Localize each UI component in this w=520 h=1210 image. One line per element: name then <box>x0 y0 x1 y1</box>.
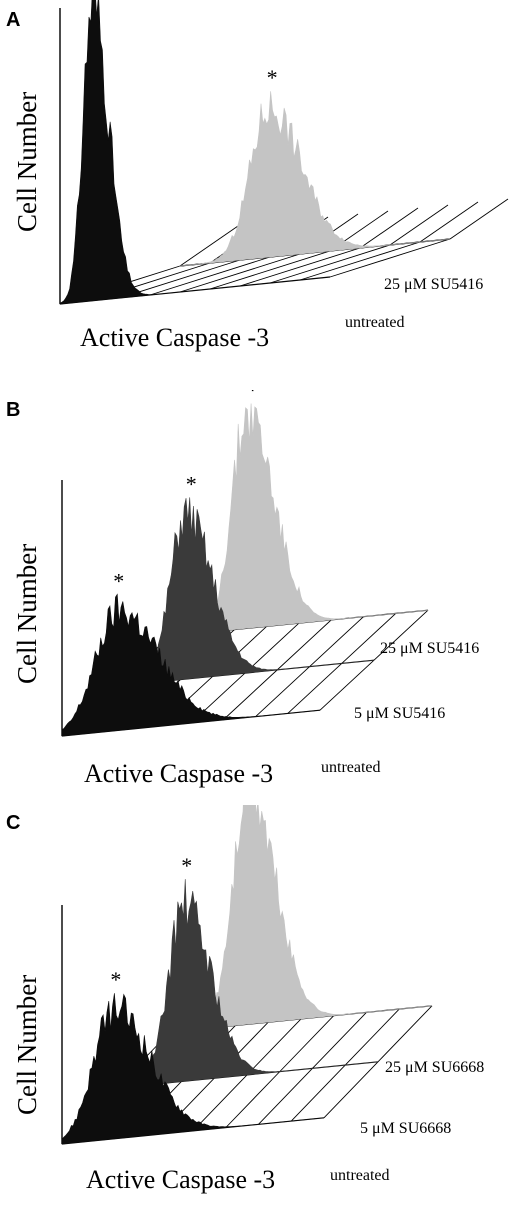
plate-hatch <box>309 616 364 667</box>
plate-hatch <box>209 250 331 290</box>
panel-a-letter: A <box>6 9 20 31</box>
panel-b-plot: * * * <box>61 378 429 737</box>
plate-hatch <box>279 1015 335 1072</box>
plate-hatch <box>149 256 271 296</box>
plate-hatch <box>244 622 300 674</box>
histogram-5-m-su5416 <box>115 497 375 687</box>
plate-hatch <box>329 238 451 278</box>
panel-b-label-untreated: untreated <box>321 759 381 776</box>
panel-c-chart: C Cell Number *** Active Caspase -3 25 μ… <box>6 737 484 1194</box>
panel-a-plot: * <box>59 0 509 305</box>
peak-asterisk: * <box>186 471 197 496</box>
plate-hatch <box>449 198 509 240</box>
panel-b: B Cell Number * * * Active Caspase -3 25 μ… <box>0 378 520 810</box>
panel-b-label-25um: 25 μM SU5416 <box>380 640 479 657</box>
plate-hatch <box>323 1061 379 1119</box>
plate-hatch <box>225 1071 281 1128</box>
peak-asterisk: * <box>267 65 278 90</box>
histogram-25-m-su5416 <box>179 91 451 267</box>
panel-b-letter: B <box>6 399 20 421</box>
histogram-untreated <box>59 0 331 305</box>
peak-asterisk: * <box>247 390 258 403</box>
plate-hatch <box>373 609 429 661</box>
panel-c-plot: *** <box>61 737 433 1145</box>
plate-hatch <box>290 1064 346 1122</box>
panel-c-label-25um: 25 μM SU6668 <box>385 1059 484 1076</box>
panel-c-label-5um: 5 μM SU6668 <box>360 1120 451 1137</box>
plate-hatch <box>239 247 361 287</box>
panel-c: C Cell Number *** Active Caspase -3 25 μ… <box>0 737 520 1205</box>
panel-b-ylabel: Cell Number <box>12 544 42 684</box>
panel-a-xlabel: Active Caspase -3 <box>80 323 269 352</box>
plate-hatch <box>344 1008 400 1066</box>
panel-c-label-untreated: untreated <box>330 1167 390 1184</box>
plate-hatch <box>192 1074 248 1132</box>
peak-asterisk: * <box>110 967 121 992</box>
panel-a-label-untreated: untreated <box>345 314 405 331</box>
plate-hatch <box>389 204 449 246</box>
plate-hatch <box>359 207 419 249</box>
plate-hatch <box>276 619 332 671</box>
peak-asterisk: * <box>113 568 124 593</box>
panel-c-ylabel: Cell Number <box>12 975 42 1115</box>
peak-asterisk: * <box>181 853 192 878</box>
histogram-5-m-su6668 <box>115 879 379 1089</box>
plate-hatch <box>341 613 397 664</box>
panel-b-label-5um: 5 μM SU5416 <box>354 705 445 722</box>
panel-b-xlabel: Active Caspase -3 <box>84 759 273 788</box>
plate-hatch <box>377 1005 433 1063</box>
plate-hatch <box>312 1012 367 1069</box>
plate-hatch <box>255 666 310 717</box>
panel-a: A Cell Number * Active Caspase -3 25 μM … <box>0 0 520 370</box>
panel-a-chart: A Cell Number * Active Caspase -3 25 μM … <box>6 0 509 352</box>
panel-b-chart: B Cell Number * * * Active Caspase -3 25 μ… <box>6 378 479 788</box>
plate-hatch <box>419 201 479 243</box>
plate-hatch <box>319 659 375 711</box>
histogram-untreated <box>61 993 325 1145</box>
plate-hatch <box>179 253 301 293</box>
histogram-untreated <box>61 593 321 737</box>
plate-hatch <box>269 244 391 284</box>
plate-hatch <box>287 663 343 714</box>
panel-a-label-25um: 25 μM SU5416 <box>384 276 483 293</box>
plate-hatch <box>258 1068 313 1125</box>
plate-hatch <box>246 1018 302 1076</box>
panel-a-ylabel: Cell Number <box>12 92 42 232</box>
plate-hatch <box>179 225 239 267</box>
plate-hatch <box>222 669 278 721</box>
plate-hatch <box>299 241 421 281</box>
panel-c-xlabel: Active Caspase -3 <box>86 1165 275 1194</box>
panel-c-letter: C <box>6 812 20 834</box>
